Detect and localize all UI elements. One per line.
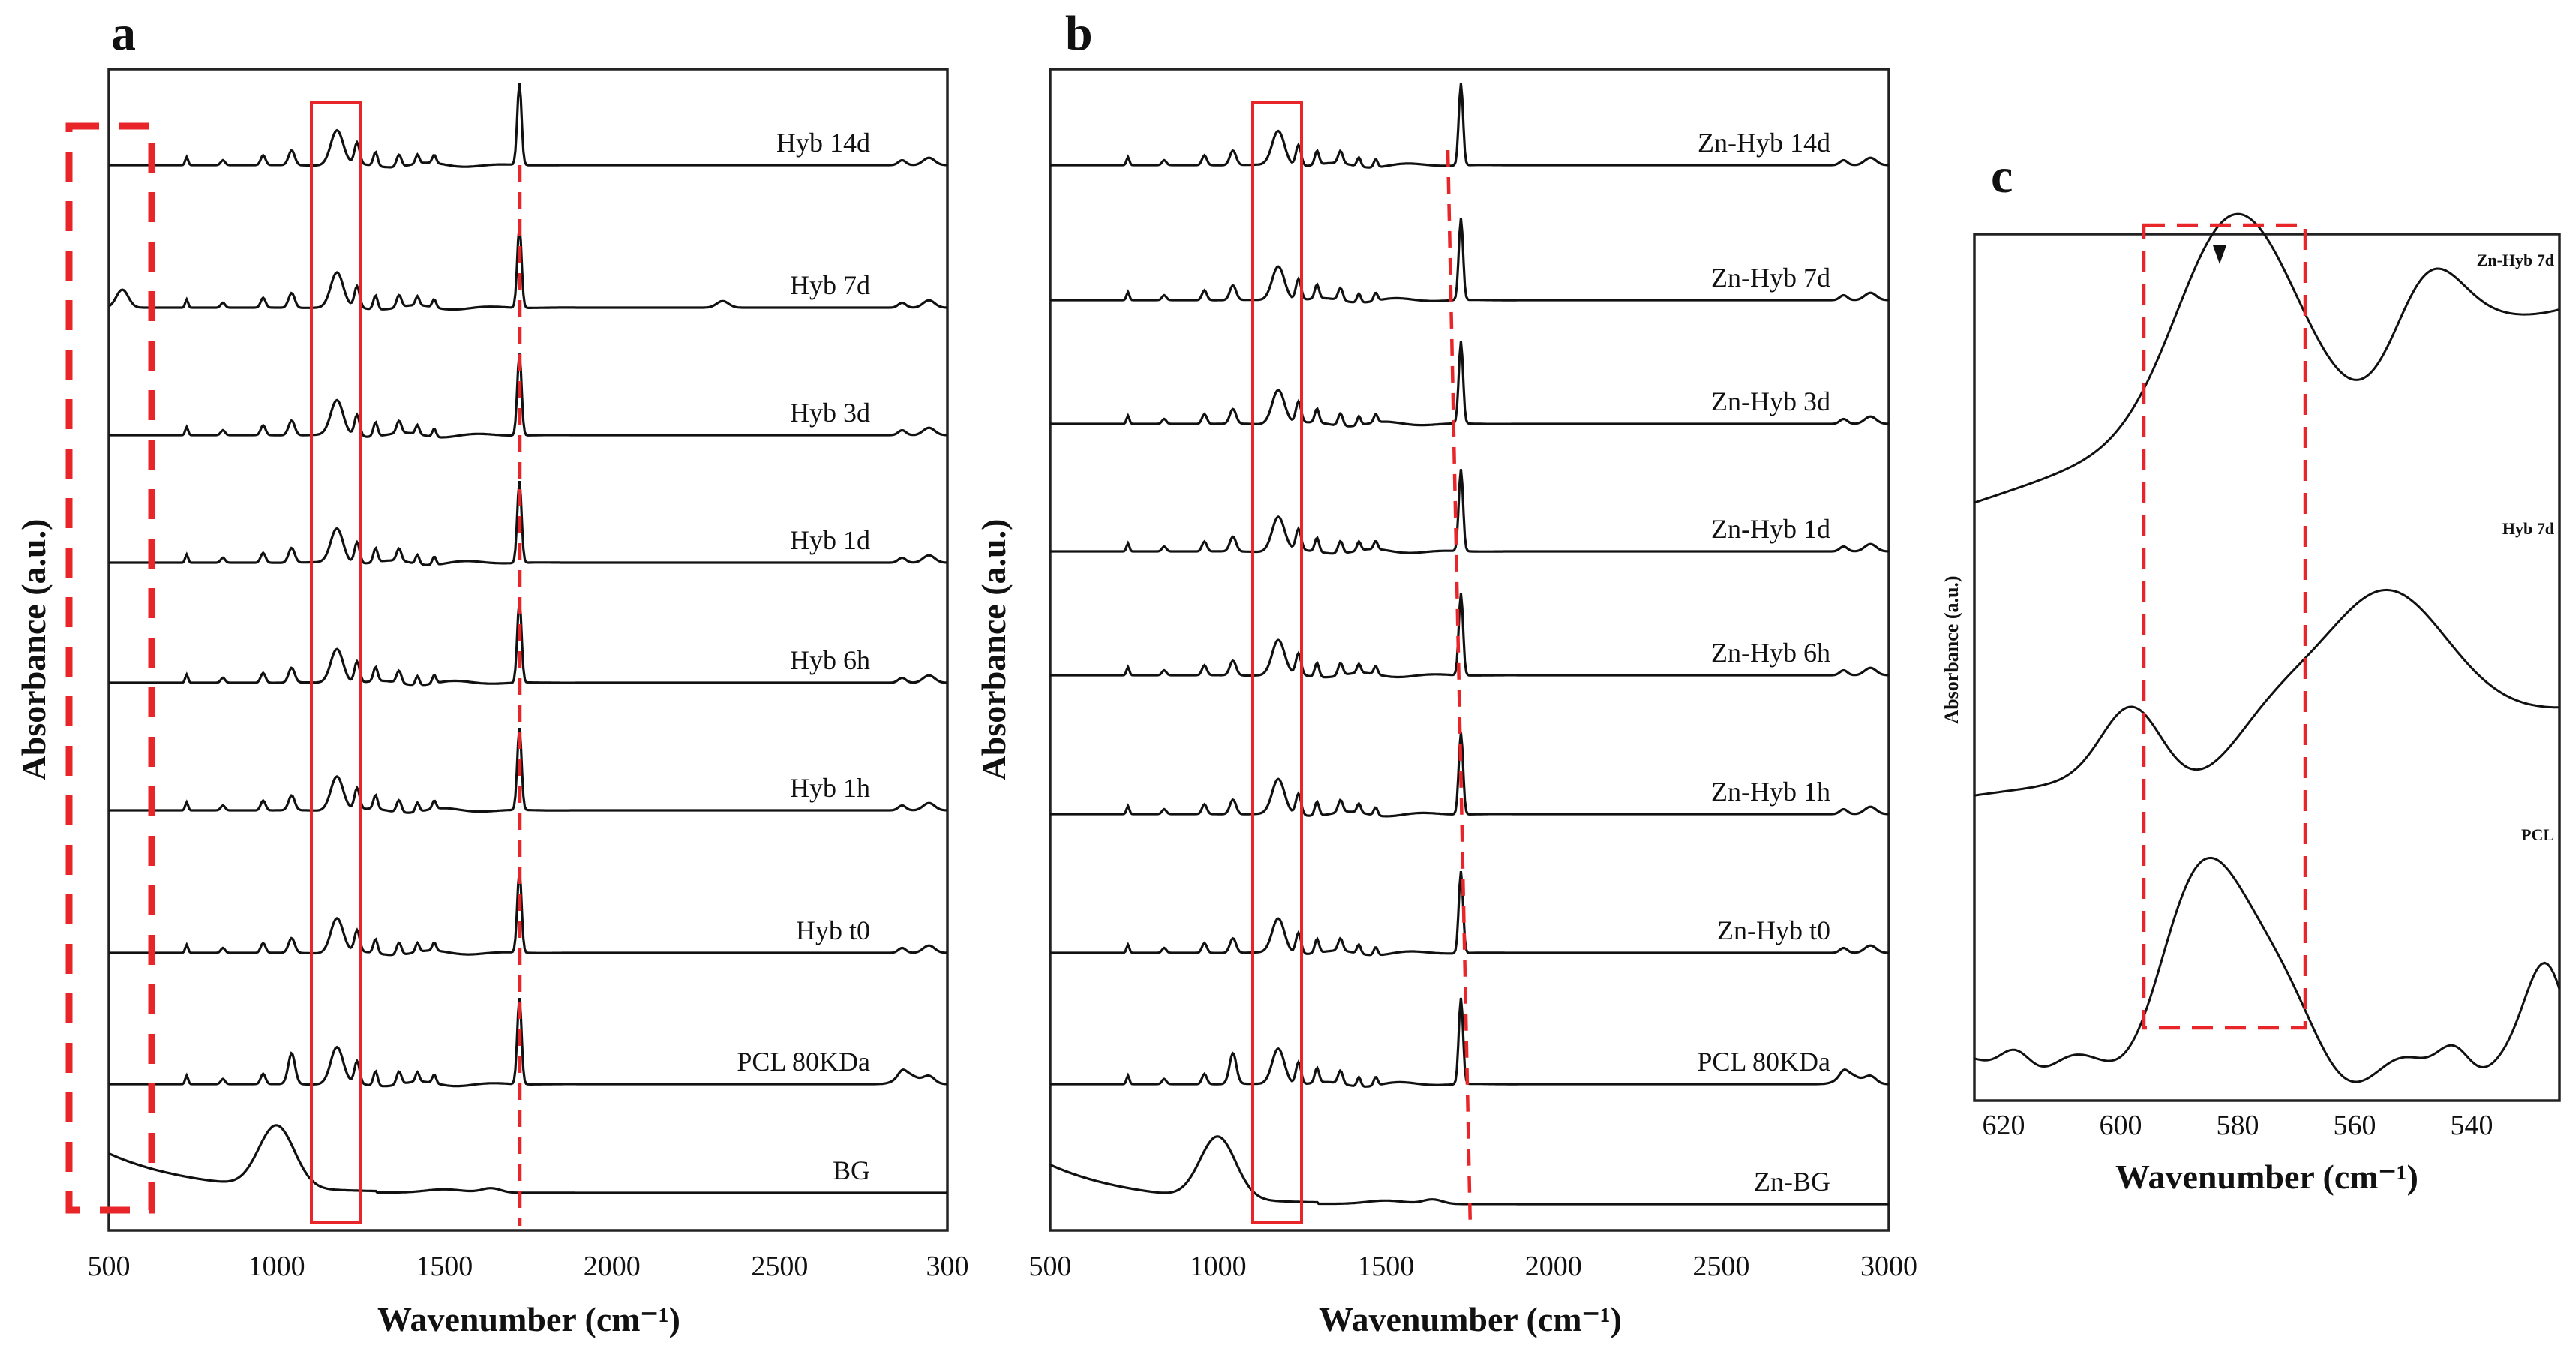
b-trace-2	[1050, 218, 1889, 304]
b-trace-label-3: Zn-Hyb 3d	[1711, 386, 1830, 416]
a-trace-3	[109, 353, 947, 439]
c-x-tick-600: 600	[2100, 1110, 2142, 1141]
a-trace-4	[109, 480, 947, 566]
b-trace-label-5: Zn-Hyb 6h	[1711, 638, 1830, 668]
b-x-tick-1000: 1000	[1190, 1251, 1247, 1282]
c-x-tick-620: 620	[1983, 1110, 2025, 1141]
panel-a-x-axis-label: Wavenumber (cm⁻¹)	[377, 1300, 680, 1338]
panel-a-plot-frame	[107, 68, 949, 1232]
panel-a-dashed-highlight-box	[65, 122, 155, 1214]
b-trace-7	[1050, 871, 1889, 957]
a-trace-6	[109, 728, 947, 814]
a-trace-label-8: PCL 80KDa	[737, 1047, 870, 1077]
b-x-tick-500: 500	[1029, 1251, 1072, 1282]
b-x-tick-2500: 2500	[1692, 1251, 1749, 1282]
panel-c-chart: c Zn-Hyb 7d Hyb 7d PCL 620 600 580 560 540 Abs…	[1941, 149, 2561, 1196]
c-x-tick-560: 560	[2334, 1110, 2376, 1141]
c-trace-1	[1974, 212, 2560, 504]
panel-a-letter: a	[111, 6, 136, 61]
b-trace-label-6: Zn-Hyb 1h	[1711, 777, 1830, 807]
panel-b-x-ticks: 500 1000 1500 2000 2500 3000	[1029, 1251, 1918, 1282]
a-trace-label-7: Hyb t0	[796, 915, 870, 945]
panel-a-traces	[108, 83, 947, 1194]
a-x-tick-2500: 2500	[751, 1251, 808, 1282]
panel-c-letter: c	[1991, 149, 2013, 203]
panel-b-solid-highlight-box	[1251, 101, 1303, 1224]
panel-b-y-axis-label: Absorbance (a.u.)	[974, 519, 1013, 781]
a-x-tick-300: 300	[926, 1251, 969, 1282]
a-trace-label-6: Hyb 1h	[790, 773, 870, 803]
b-trace-5	[1050, 593, 1889, 679]
b-trace-label-9: Zn-BG	[1754, 1167, 1830, 1197]
a-x-tick-1500: 1500	[416, 1251, 473, 1282]
panel-c-y-axis-label: Absorbance (a.u.)	[1941, 575, 1962, 723]
b-x-tick-2000: 2000	[1525, 1251, 1582, 1282]
a-x-tick-500: 500	[88, 1251, 131, 1282]
panel-b-carbonyl-dashed-line	[1446, 149, 1473, 1231]
c-x-tick-580: 580	[2217, 1110, 2259, 1141]
a-trace-label-4: Hyb 1d	[790, 525, 870, 555]
a-trace-9	[108, 1124, 947, 1194]
panel-c-plot-frame	[1973, 233, 2561, 1102]
b-trace-label-2: Zn-Hyb 7d	[1711, 263, 1830, 293]
panel-b-letter: b	[1065, 6, 1093, 61]
c-trace-label-1: Zn-Hyb 7d	[2477, 251, 2554, 269]
b-trace-8	[1050, 997, 1889, 1088]
panel-a-solid-highlight-box	[310, 101, 362, 1224]
a-trace-label-5: Hyb 6h	[790, 645, 870, 675]
c-trace-label-3: PCL	[2521, 825, 2554, 844]
b-trace-3	[1050, 341, 1889, 428]
a-x-tick-2000: 2000	[584, 1251, 641, 1282]
a-trace-label-9: BG	[833, 1155, 870, 1185]
panel-c-traces	[1974, 212, 2561, 1083]
b-trace-label-4: Zn-Hyb 1d	[1711, 514, 1830, 544]
b-trace-4	[1050, 469, 1889, 555]
panel-a-trace-labels: Hyb 14d Hyb 7d Hyb 3d Hyb 1d Hyb 6h Hyb 1h Hyb…	[737, 128, 870, 1185]
panel-b-traces	[1049, 83, 1889, 1206]
a-trace-label-3: Hyb 3d	[790, 398, 870, 428]
panel-b-trace-labels: Zn-Hyb 14d Zn-Hyb 7d Zn-Hyb 3d Zn-Hyb 1d Zn-…	[1697, 128, 1830, 1197]
panel-c-x-ticks: 620 600 580 560 540	[1983, 1110, 2493, 1141]
a-trace-1	[109, 83, 947, 169]
panel-c-trace-labels: Zn-Hyb 7d Hyb 7d PCL	[2477, 251, 2554, 844]
c-x-tick-540: 540	[2451, 1110, 2493, 1141]
panel-c-dashed-highlight-box	[2142, 223, 2307, 1030]
panel-b-x-axis-label: Wavenumber (cm⁻¹)	[1319, 1300, 1622, 1338]
a-x-tick-1000: 1000	[248, 1251, 305, 1282]
b-trace-label-8: PCL 80KDa	[1697, 1047, 1830, 1077]
panel-a-x-ticks: 500 1000 1500 2000 2500 300	[88, 1251, 969, 1282]
b-trace-1	[1050, 83, 1889, 169]
c-trace-3	[1974, 856, 2561, 1083]
b-x-tick-1500: 1500	[1357, 1251, 1414, 1282]
b-trace-label-7: Zn-Hyb t0	[1717, 915, 1830, 945]
down-triangle-icon	[2213, 245, 2226, 264]
b-trace-6	[1050, 732, 1889, 818]
a-trace-label-2: Hyb 7d	[790, 270, 870, 300]
b-trace-label-1: Zn-Hyb 14d	[1698, 128, 1830, 158]
a-trace-8	[109, 997, 947, 1088]
panel-a-y-axis-label: Absorbance (a.u.)	[14, 519, 53, 781]
b-x-tick-3000: 3000	[1860, 1251, 1917, 1282]
a-trace-2	[108, 225, 947, 311]
a-trace-label-1: Hyb 14d	[776, 128, 870, 158]
c-trace-label-2: Hyb 7d	[2502, 519, 2554, 538]
c-trace-2	[1974, 588, 2559, 797]
a-trace-5	[109, 600, 947, 687]
panel-c-x-axis-label: Wavenumber (cm⁻¹)	[2115, 1158, 2418, 1196]
a-trace-7	[109, 870, 947, 957]
